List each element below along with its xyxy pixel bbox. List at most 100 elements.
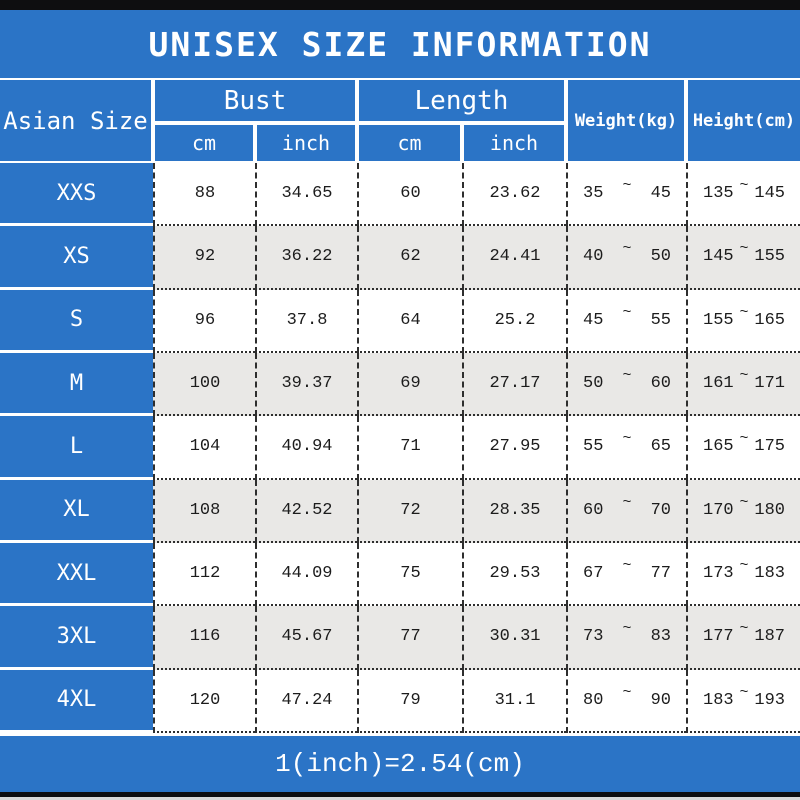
weight-max-value: 83 <box>650 627 671 647</box>
length-cm-value: 71 <box>357 416 462 480</box>
size-label: M <box>0 352 153 417</box>
table-row: XL 108 42.52 72 28.35 60 ~ 70 170 ~ 180 <box>0 479 800 543</box>
col-header-bust-inch: inch <box>255 123 357 163</box>
tilde-separator: ~ <box>739 683 749 701</box>
size-label: XXL <box>0 542 153 607</box>
weight-max-value: 50 <box>650 247 671 267</box>
table-header: Asian Size Bust Length Weight(kg) Height… <box>0 78 800 163</box>
length-inch-value: 28.35 <box>462 479 566 543</box>
weight-max-value: 55 <box>650 310 671 330</box>
tilde-separator: ~ <box>622 557 632 575</box>
length-inch-value: 29.53 <box>462 542 566 607</box>
bust-cm-value: 96 <box>153 289 255 353</box>
bust-cm-value: 92 <box>153 226 255 290</box>
tilde-separator: ~ <box>739 177 749 195</box>
height-min-value: 165 <box>703 437 734 457</box>
size-label: XS <box>0 226 153 290</box>
tilde-separator: ~ <box>622 493 632 511</box>
tilde-separator: ~ <box>622 240 632 258</box>
weight-max-value: 77 <box>650 564 671 584</box>
tilde-separator: ~ <box>622 620 632 638</box>
length-inch-value: 27.95 <box>462 416 566 480</box>
tilde-separator: ~ <box>739 367 749 385</box>
weight-range: 60 ~ 70 <box>566 479 686 543</box>
height-range: 177 ~ 187 <box>686 606 800 670</box>
col-header-weight: Weight(kg) <box>566 78 686 163</box>
height-min-value: 170 <box>703 500 734 520</box>
height-range: 161 ~ 171 <box>686 352 800 417</box>
size-label: S <box>0 289 153 353</box>
weight-range: 50 ~ 60 <box>566 352 686 417</box>
size-label: XXS <box>0 163 153 227</box>
weight-range: 40 ~ 50 <box>566 226 686 290</box>
height-max-value: 145 <box>754 184 785 204</box>
col-header-length-inch: inch <box>462 123 566 163</box>
title-band: UNISEX SIZE INFORMATION <box>0 10 800 78</box>
bust-inch-value: 47.24 <box>255 669 357 733</box>
bust-inch-value: 34.65 <box>255 163 357 227</box>
weight-range: 80 ~ 90 <box>566 669 686 733</box>
bust-cm-value: 88 <box>153 163 255 227</box>
tilde-separator: ~ <box>739 557 749 575</box>
length-inch-value: 23.62 <box>462 163 566 227</box>
weight-min-value: 40 <box>583 247 604 267</box>
height-range: 165 ~ 175 <box>686 416 800 480</box>
height-range: 173 ~ 183 <box>686 542 800 607</box>
table-row: 4XL 120 47.24 79 31.1 80 ~ 90 183 ~ 193 <box>0 669 800 733</box>
weight-min-value: 80 <box>583 690 604 710</box>
height-min-value: 173 <box>703 564 734 584</box>
height-range: 170 ~ 180 <box>686 479 800 543</box>
table-row: XXL 112 44.09 75 29.53 67 ~ 77 173 ~ 183 <box>0 542 800 607</box>
weight-max-value: 60 <box>650 374 671 394</box>
tilde-separator: ~ <box>622 303 632 321</box>
weight-range: 35 ~ 45 <box>566 163 686 227</box>
bottom-gray-strip <box>0 796 800 800</box>
table-row: L 104 40.94 71 27.95 55 ~ 65 165 ~ 175 <box>0 416 800 480</box>
tilde-separator: ~ <box>739 430 749 448</box>
page-title: UNISEX SIZE INFORMATION <box>148 24 652 64</box>
weight-min-value: 73 <box>583 627 604 647</box>
bust-inch-value: 40.94 <box>255 416 357 480</box>
weight-min-value: 50 <box>583 374 604 394</box>
bust-cm-value: 120 <box>153 669 255 733</box>
tilde-separator: ~ <box>739 240 749 258</box>
height-min-value: 161 <box>703 374 734 394</box>
length-inch-value: 30.31 <box>462 606 566 670</box>
length-cm-value: 77 <box>357 606 462 670</box>
height-min-value: 177 <box>703 627 734 647</box>
col-header-length: Length <box>357 78 566 123</box>
size-label: 4XL <box>0 669 153 733</box>
height-max-value: 183 <box>754 564 785 584</box>
length-cm-value: 60 <box>357 163 462 227</box>
col-header-asian-size: Asian Size <box>0 78 153 163</box>
table-row: XS 92 36.22 62 24.41 40 ~ 50 145 ~ 155 <box>0 226 800 290</box>
height-range: 145 ~ 155 <box>686 226 800 290</box>
bust-inch-value: 37.8 <box>255 289 357 353</box>
size-label: XL <box>0 479 153 543</box>
height-max-value: 187 <box>754 627 785 647</box>
length-cm-value: 69 <box>357 352 462 417</box>
weight-max-value: 70 <box>650 500 671 520</box>
bust-cm-value: 112 <box>153 542 255 607</box>
tilde-separator: ~ <box>622 683 632 701</box>
bust-inch-value: 36.22 <box>255 226 357 290</box>
bust-inch-value: 39.37 <box>255 352 357 417</box>
height-min-value: 145 <box>703 247 734 267</box>
length-cm-value: 79 <box>357 669 462 733</box>
table-row: M 100 39.37 69 27.17 50 ~ 60 161 ~ 171 <box>0 352 800 417</box>
bust-cm-value: 108 <box>153 479 255 543</box>
height-min-value: 155 <box>703 310 734 330</box>
length-cm-value: 62 <box>357 226 462 290</box>
weight-min-value: 67 <box>583 564 604 584</box>
col-header-bust-cm: cm <box>153 123 255 163</box>
weight-min-value: 35 <box>583 184 604 204</box>
height-min-value: 135 <box>703 184 734 204</box>
tilde-separator: ~ <box>739 620 749 638</box>
bust-inch-value: 45.67 <box>255 606 357 670</box>
weight-range: 45 ~ 55 <box>566 289 686 353</box>
height-max-value: 165 <box>754 310 785 330</box>
weight-range: 73 ~ 83 <box>566 606 686 670</box>
length-cm-value: 75 <box>357 542 462 607</box>
length-cm-value: 72 <box>357 479 462 543</box>
col-header-bust: Bust <box>153 78 357 123</box>
